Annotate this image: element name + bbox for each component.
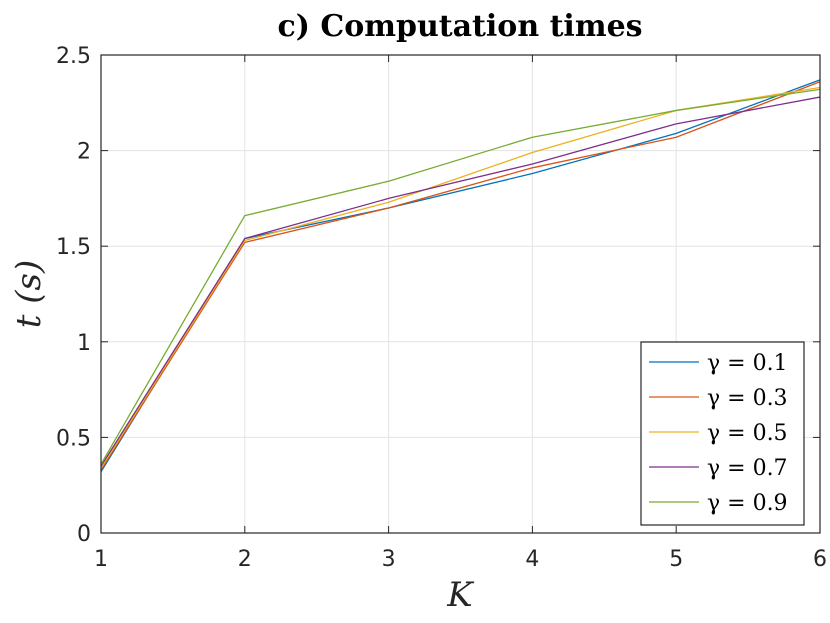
chart-title: c) Computation times	[277, 9, 642, 44]
y-tick-label: 2	[77, 140, 91, 165]
plot-area-frame	[100, 54, 821, 534]
legend-label-2: γ = 0.3	[707, 386, 788, 411]
x-tick-label: 2	[238, 547, 252, 572]
y-tick-label: 0	[77, 522, 91, 547]
legend-label-4: γ = 0.7	[707, 456, 788, 481]
y-tick-label: 0.5	[56, 426, 91, 451]
x-tick-label: 4	[525, 547, 539, 572]
x-tick-label: 3	[382, 547, 396, 572]
y-tick-label: 1.5	[56, 235, 91, 260]
series-line-5	[100, 88, 821, 465]
y-tick-label: 2.5	[56, 44, 91, 69]
legend-label-5: γ = 0.9	[707, 491, 788, 516]
legend-box	[640, 341, 805, 526]
legend-label-1: γ = 0.1	[707, 351, 788, 376]
y-axis-label: t (s)	[9, 260, 49, 328]
x-tick-label: 1	[94, 547, 108, 572]
series-lines	[100, 79, 821, 473]
y-tick-label: 1	[77, 331, 91, 356]
x-axis-label: K	[446, 575, 475, 615]
x-tick-label: 6	[813, 547, 827, 572]
legend: γ = 0.1 γ = 0.3 γ = 0.5 γ = 0.7 γ = 0.9	[640, 341, 805, 526]
series-line-2	[100, 81, 821, 471]
legend-label-3: γ = 0.5	[707, 421, 788, 446]
series-line-4	[100, 96, 821, 467]
axis-ticks: 1 2 3 4 5 6 0 0.5 1 1.5 2 2.5	[56, 44, 827, 572]
x-tick-label: 5	[669, 547, 683, 572]
